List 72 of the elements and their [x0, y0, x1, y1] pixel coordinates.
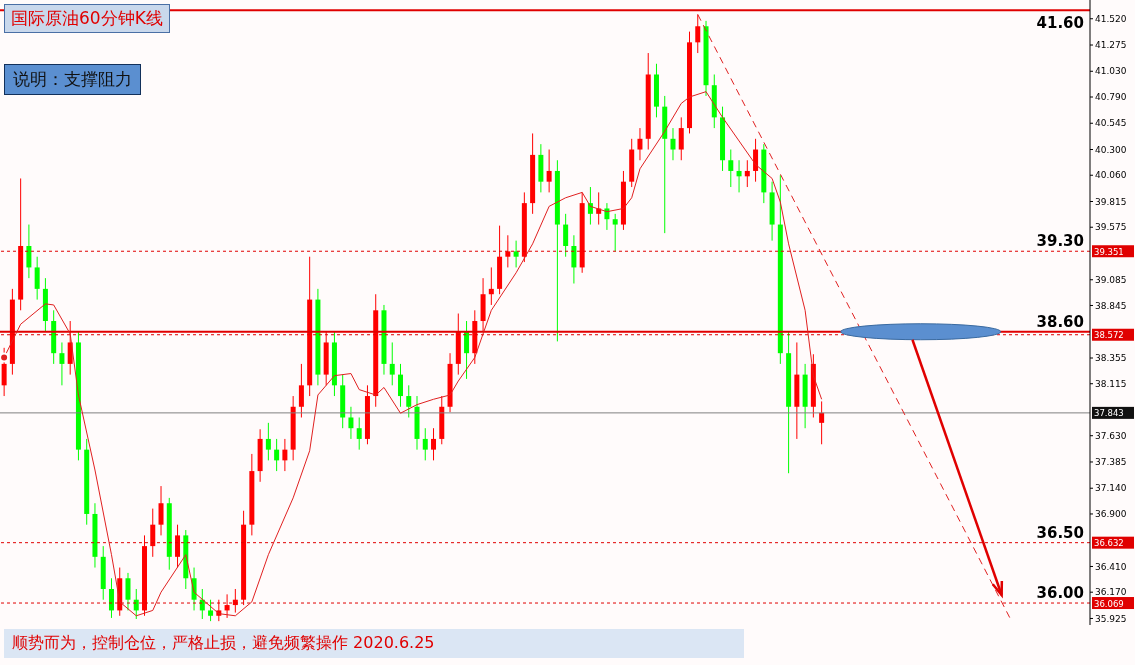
y-tick-label: 40.060 — [1095, 170, 1127, 181]
candlestick — [431, 427, 437, 461]
candlestick — [59, 341, 65, 386]
candlestick — [397, 363, 403, 408]
y-tick-label: 41.520 — [1095, 13, 1127, 24]
candlestick — [736, 159, 742, 193]
y-tick-label: 38.355 — [1095, 353, 1127, 364]
y-tick-label: 40.790 — [1095, 92, 1127, 103]
y-tick-label: 39.815 — [1095, 196, 1127, 207]
y-tick-label: 38.845 — [1095, 300, 1127, 311]
y-tick-label: 36.410 — [1095, 561, 1127, 572]
y-tick-label: 40.300 — [1095, 144, 1127, 155]
candlestick — [612, 213, 618, 252]
text: 顺势而为，控制仓位，严格止损，避免频繁操作 2020.6.25 — [4, 629, 744, 658]
candlestick — [274, 438, 280, 472]
ref-line-label: 39.351 — [1094, 246, 1124, 257]
y-tick-label: 38.115 — [1095, 378, 1127, 389]
candlestick — [571, 234, 577, 285]
candlestick — [389, 341, 395, 386]
candlestick — [505, 234, 511, 268]
ref-line-label: 36.069 — [1094, 598, 1124, 609]
candlestick — [513, 240, 519, 268]
y-tick-label: 41.275 — [1095, 40, 1127, 51]
ref-line-label: 38.60 — [1036, 312, 1084, 331]
candlestick — [819, 400, 825, 445]
candlestick — [728, 149, 734, 188]
candlestick — [488, 266, 494, 306]
candlestick — [464, 320, 470, 380]
candlestick — [422, 427, 428, 461]
candlestick — [224, 593, 230, 619]
ref-line-label: 37.843 — [1094, 408, 1124, 419]
y-tick-label: 39.575 — [1095, 222, 1127, 233]
text: 说明：支撑阻力 — [4, 64, 141, 95]
candlestick — [348, 406, 354, 440]
candlestick — [356, 416, 362, 451]
candlestick — [563, 213, 569, 258]
y-tick-label: 40.545 — [1095, 118, 1127, 129]
candlestick — [175, 524, 181, 569]
candlestick — [158, 485, 164, 536]
candlestick — [1, 347, 7, 397]
candlestick — [125, 572, 131, 611]
y-tick-label: 36.170 — [1095, 587, 1127, 598]
candlestick — [108, 577, 114, 619]
candlestick — [546, 149, 552, 193]
ref-line-label: 38.572 — [1094, 330, 1124, 341]
candlestick — [406, 384, 412, 418]
candlestick — [265, 422, 271, 461]
candlestick — [150, 508, 156, 558]
candlestick — [670, 127, 676, 161]
candlestick — [695, 13, 701, 54]
y-tick-label: 37.140 — [1095, 483, 1127, 494]
candlestick — [744, 159, 750, 188]
annotation: 36.00 — [1036, 584, 1084, 603]
annotation: 36.50 — [1036, 523, 1084, 542]
text: 国际原油60分钟K线 — [4, 4, 170, 33]
candlestick — [26, 224, 32, 279]
ref-line-label: 41.60 — [1036, 14, 1084, 33]
y-tick-label: 37.630 — [1095, 430, 1127, 441]
annotation: 39.30 — [1036, 232, 1084, 251]
candlestick — [604, 202, 610, 231]
y-tick-label: 36.900 — [1095, 509, 1127, 520]
y-tick-label: 39.085 — [1095, 274, 1127, 285]
candlestick — [637, 127, 643, 161]
candlestick — [298, 363, 304, 418]
candlestick — [208, 599, 214, 622]
y-tick-label: 35.925 — [1095, 613, 1127, 624]
candlestick — [34, 256, 40, 301]
y-tick-label: 37.385 — [1095, 457, 1127, 468]
candlestick — [678, 116, 684, 161]
candlestick — [282, 438, 288, 472]
y-tick-label: 41.030 — [1095, 66, 1127, 77]
ref-line-label: 36.632 — [1094, 538, 1124, 549]
